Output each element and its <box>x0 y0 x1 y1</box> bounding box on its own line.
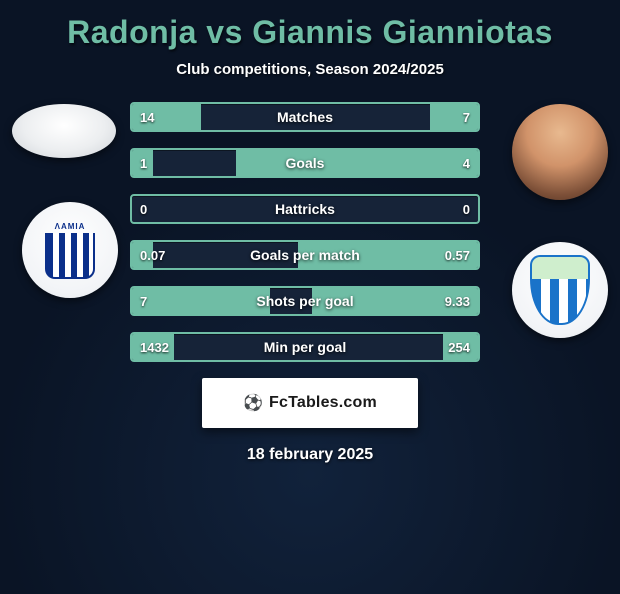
stat-label: Hattricks <box>132 196 478 222</box>
player-right-avatar <box>512 104 608 200</box>
attribution-badge: ⚽ FcTables.com <box>202 378 418 428</box>
stat-row: 14Goals <box>130 148 480 178</box>
club-right-shield-icon <box>530 255 590 325</box>
attribution-text: FcTables.com <box>269 394 377 412</box>
soccer-ball-icon: ⚽ <box>243 393 263 413</box>
stat-row: 79.33Shots per goal <box>130 286 480 316</box>
stat-bars: 147Matches 14Goals 00Hattricks 0.070.57Goal… <box>130 102 480 378</box>
stat-row: 147Matches <box>130 102 480 132</box>
snapshot-date: 18 february 2025 <box>0 446 620 464</box>
stat-row: 0.070.57Goals per match <box>130 240 480 270</box>
club-right-badge <box>512 242 608 338</box>
club-left-badge: ΛΑΜΙΑ <box>22 202 118 298</box>
stat-label: Goals per match <box>132 242 478 268</box>
club-left-label: ΛΑΜΙΑ <box>55 222 86 231</box>
club-left-stripes-icon <box>45 233 95 279</box>
page-title: Radonja vs Giannis Gianniotas <box>0 14 620 51</box>
page-subtitle: Club competitions, Season 2024/2025 <box>0 61 620 78</box>
stat-label: Matches <box>132 104 478 130</box>
stat-row: 00Hattricks <box>130 194 480 224</box>
player-left-avatar <box>12 104 116 158</box>
stat-label: Goals <box>132 150 478 176</box>
stat-label: Shots per goal <box>132 288 478 314</box>
comparison-panel: ΛΑΜΙΑ 147Matches 14Goals 00Hattricks 0.070.… <box>20 102 600 372</box>
stat-label: Min per goal <box>132 334 478 360</box>
stat-row: 1432254Min per goal <box>130 332 480 362</box>
